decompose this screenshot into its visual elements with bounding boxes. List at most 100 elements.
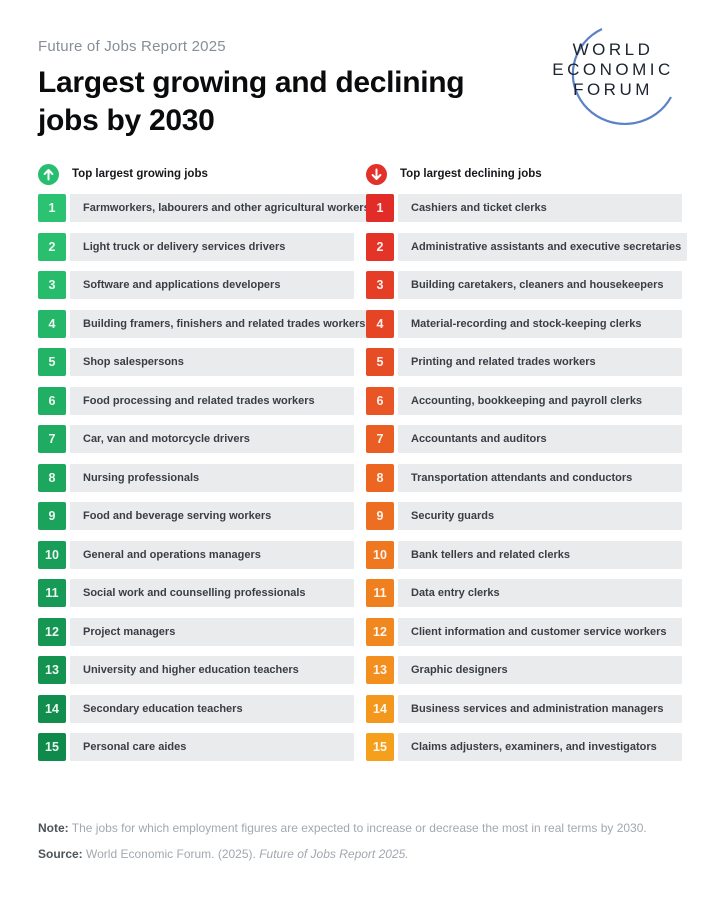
job-row: 2 Light truck or delivery services drive… [38,232,354,261]
job-label: Project managers [83,625,176,638]
job-label: Food processing and related trades worke… [83,394,315,407]
job-label: Secondary education teachers [83,702,243,715]
job-row: 12 Client information and customer servi… [366,617,682,646]
job-row: 4 Material-recording and stock-keeping c… [366,309,682,338]
job-bar: Accounting, bookkeeping and payroll cler… [398,386,682,415]
rank-badge: 12 [366,617,394,646]
rank-badge: 1 [366,194,394,222]
job-label: Client information and customer service … [411,625,667,638]
job-row: 5 Shop salespersons [38,348,354,376]
declining-column-header: Top largest declining jobs [366,163,682,185]
job-row: 1 Farmworkers, labourers and other agric… [38,194,376,222]
title-line-1: Largest growing and declining [38,66,465,99]
job-bar: Building framers, finishers and related … [70,309,372,338]
growing-jobs-list: 1 Farmworkers, labourers and other agric… [38,194,376,761]
job-bar: Car, van and motorcycle drivers [70,425,354,453]
job-row: 3 Software and applications developers [38,271,354,299]
job-bar: Nursing professionals [70,463,354,492]
rank-badge: 4 [366,309,394,338]
rank-badge: 4 [38,309,66,338]
job-row: 9 Security guards [366,502,682,530]
job-row: 8 Transportation attendants and conducto… [366,463,682,492]
job-label: General and operations managers [83,548,261,561]
job-label: Material-recording and stock-keeping cle… [411,317,642,330]
job-label: Software and applications developers [83,279,281,291]
rank-badge: 8 [366,463,394,492]
growing-column-label: Top largest growing jobs [72,168,208,180]
job-label: Data entry clerks [411,587,500,599]
job-bar: Security guards [398,502,682,530]
rank-badge: 7 [38,425,66,453]
job-bar: Light truck or delivery services drivers [70,232,354,261]
job-row: 3 Building caretakers, cleaners and hous… [366,271,682,299]
growing-jobs-column: Top largest growing jobs 1 Farmworkers, … [38,163,376,761]
report-kicker: Future of Jobs Report 2025 [38,38,226,55]
job-row: 10 Bank tellers and related clerks [366,540,682,569]
job-bar: Food and beverage serving workers [70,502,354,530]
source-text: World Economic Forum. (2025). [82,847,260,861]
rank-badge: 2 [366,232,394,261]
job-row: 9 Food and beverage serving workers [38,502,354,530]
job-label: Transportation attendants and conductors [411,471,633,484]
job-label: Building framers, finishers and related … [83,317,366,330]
note-label: Note: [38,821,69,835]
job-row: 5 Printing and related trades workers [366,348,682,376]
job-bar: Claims adjusters, examiners, and investi… [398,733,682,761]
rank-badge: 8 [38,463,66,492]
rank-badge: 11 [366,579,394,607]
rank-badge: 7 [366,425,394,453]
source-label: Source: [38,847,83,861]
job-row: 7 Car, van and motorcycle drivers [38,425,354,453]
job-label: Shop salespersons [83,356,184,368]
logo-line-2: ECONOMIC [552,60,674,79]
job-label: Graphic designers [411,664,508,676]
job-bar: University and higher education teachers [70,656,354,684]
job-bar: Business services and administration man… [398,694,682,723]
job-label: Accountants and auditors [411,433,547,445]
job-bar: Administrative assistants and executive … [398,232,688,261]
rank-badge: 13 [38,656,66,684]
job-bar: Transportation attendants and conductors [398,463,682,492]
job-label: Building caretakers, cleaners and housek… [411,279,664,291]
job-label: Bank tellers and related clerks [411,548,570,561]
job-label: Business services and administration man… [411,702,664,715]
job-bar: Printing and related trades workers [398,348,682,376]
rank-badge: 1 [38,194,66,222]
footer-note-line: Note: The jobs for which employment figu… [38,815,688,841]
job-bar: Project managers [70,617,354,646]
arrow-up-circle-icon [38,163,59,185]
job-bar: Building caretakers, cleaners and housek… [398,271,682,299]
job-label: Nursing professionals [83,471,200,484]
job-row: 10 General and operations managers [38,540,354,569]
job-row: 2 Administrative assistants and executiv… [366,232,688,261]
job-label: Claims adjusters, examiners, and investi… [411,741,657,753]
declining-jobs-list: 1 Cashiers and ticket clerks 2 Administr… [366,194,688,761]
job-row: 13 University and higher education teach… [38,656,354,684]
source-report-title: Future of Jobs Report 2025. [259,847,409,861]
ranking-columns: Top largest growing jobs 1 Farmworkers, … [38,163,688,761]
job-label: Light truck or delivery services drivers [83,240,286,253]
job-label: Farmworkers, labourers and other agricul… [83,202,370,214]
job-bar: Accountants and auditors [398,425,682,453]
job-label: University and higher education teachers [83,664,299,676]
job-label: Food and beverage serving workers [83,510,272,522]
job-row: 13 Graphic designers [366,656,682,684]
rank-badge: 10 [38,540,66,569]
rank-badge: 6 [38,386,66,415]
rank-badge: 14 [38,694,66,723]
job-row: 15 Claims adjusters, examiners, and inve… [366,733,682,761]
job-row: 7 Accountants and auditors [366,425,682,453]
rank-badge: 2 [38,232,66,261]
job-bar: Material-recording and stock-keeping cle… [398,309,682,338]
page-title: Largest growing and declining jobs by 20… [38,64,465,140]
job-row: 6 Accounting, bookkeeping and payroll cl… [366,386,682,415]
rank-badge: 15 [38,733,66,761]
growing-column-header: Top largest growing jobs [38,163,354,185]
wef-logo-text: WORLD ECONOMIC FORUM [538,40,688,100]
job-bar: Shop salespersons [70,348,354,376]
rank-badge: 9 [38,502,66,530]
rank-badge: 12 [38,617,66,646]
rank-badge: 5 [38,348,66,376]
job-bar: Food processing and related trades worke… [70,386,354,415]
